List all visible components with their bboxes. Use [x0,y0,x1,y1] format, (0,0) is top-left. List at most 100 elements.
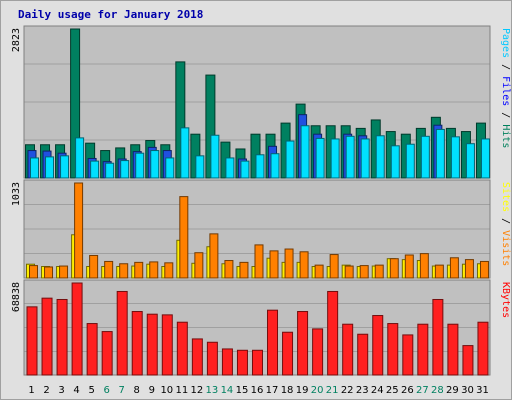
bar-visits [404,254,414,279]
bar-visits [434,264,444,279]
day-label: 25 [386,385,399,396]
day-label: 26 [401,385,414,396]
bar-visits [299,251,309,279]
day-label: 5 [88,385,94,396]
bar-kbytes [282,331,294,376]
day-label: 12 [191,385,204,396]
bar-pages [285,140,295,179]
bar-visits [269,250,279,279]
bar-pages [180,127,190,179]
ymax-label-kbytes: 68838 [11,282,22,312]
bar-visits [314,264,324,279]
panel-kbytes: 68838 KBytes [11,279,511,376]
day-label: 1 [28,385,34,396]
bar-pages [345,135,355,179]
bar-visits [164,262,174,279]
bar-visits [329,254,339,279]
bar-kbytes [327,290,339,376]
day-label: 10 [160,385,173,396]
bar-kbytes [71,282,83,376]
bar-pages [30,157,39,179]
bar-visits [344,265,354,279]
bar-kbytes [236,349,248,376]
legend-hits-files-pages: Pages / Files / Hits [500,28,511,148]
bar-pages [150,150,160,179]
bar-kbytes [116,290,128,376]
day-label: 2 [43,385,49,396]
ymax-label-visits-sites: 1033 [11,182,22,206]
day-label: 19 [296,385,309,396]
day-label: 7 [119,385,125,396]
bar-pages [210,134,220,179]
bar-pages [120,160,130,179]
legend-separator: / [500,212,511,230]
day-label: 15 [236,385,249,396]
bar-kbytes [402,334,414,376]
bar-pages [300,125,310,179]
bar-visits [254,244,264,279]
legend-separator: / [500,58,511,76]
bar-kbytes [146,313,158,376]
chart-title: Daily usage for January 2018 [18,8,204,21]
legend-item-visits: Visits [500,230,511,266]
bar-kbytes [477,321,489,376]
bar-kbytes [312,328,324,376]
bar-kbytes [221,348,233,376]
bar-kbytes [41,297,53,376]
bar-visits [29,265,38,279]
bar-visits [389,258,399,279]
bar-pages [45,156,55,179]
legend-item-hits: Hits [500,124,511,148]
bar-visits [209,233,219,279]
day-label: 21 [326,385,339,396]
legend-item-sites: Sites [500,182,511,212]
legend-item-files: Files [500,76,511,106]
panel-visits-sites: 1033 Sites / Visits [11,179,511,279]
bar-visits [194,252,204,279]
legend-visits-sites: Sites / Visits [500,182,511,266]
bar-visits [284,248,294,279]
bar-visits [449,257,459,279]
day-label: 3 [58,385,64,396]
bar-pages [255,154,265,179]
bar-visits [374,264,384,279]
bar-visits [149,261,159,279]
bar-kbytes [161,314,173,376]
bar-pages [60,155,70,179]
bar-visits [479,260,489,279]
day-label: 31 [476,385,489,396]
legend-item-kbytes: KBytes [500,282,511,318]
bar-pages [405,143,415,179]
day-label: 30 [461,385,474,396]
day-label: 24 [371,385,384,396]
day-label: 16 [251,385,264,396]
day-label: 23 [356,385,369,396]
day-label: 27 [416,385,429,396]
day-label: 17 [266,385,279,396]
bar-visits [89,254,99,279]
bar-pages [135,152,145,179]
panel-hits-files-pages: 2823 Pages / Files / Hits [11,25,511,179]
bar-visits [419,253,429,279]
day-label: 11 [175,385,188,396]
bar-kbytes [372,315,384,376]
day-label: 13 [206,385,219,396]
day-label: 6 [103,385,109,396]
day-label: 28 [431,385,444,396]
bar-pages [225,157,235,179]
bar-kbytes [131,311,143,376]
bar-kbytes [206,341,218,376]
bar-pages [315,137,325,179]
bar-visits [119,263,129,279]
bar-visits [74,182,84,279]
day-label: 9 [149,385,155,396]
bar-kbytes [432,298,444,376]
bar-pages [465,143,475,179]
day-label: 22 [341,385,354,396]
day-label: 8 [134,385,140,396]
bar-pages [105,162,115,179]
day-label: 4 [73,385,79,396]
bar-pages [330,138,340,179]
bar-kbytes [387,323,399,376]
